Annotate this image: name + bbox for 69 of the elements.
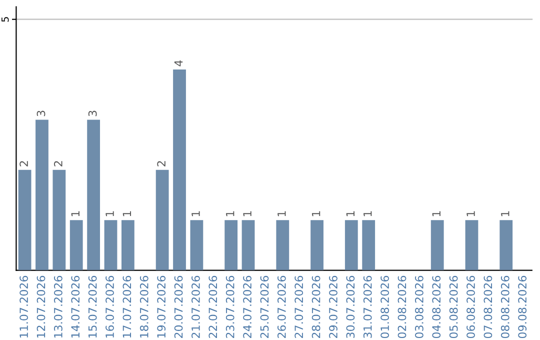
- x-tick-label: 23.07.2026: [226, 276, 234, 338]
- data-label: 1: [312, 211, 320, 216]
- x-tick-label: 14.07.2026: [71, 276, 80, 338]
- bar: [344, 220, 358, 270]
- data-label: 1: [71, 211, 80, 216]
- bar: [104, 220, 118, 270]
- x-tick-label: 07.08.2026: [484, 276, 492, 338]
- x-tick-label: 26.07.2026: [277, 276, 286, 338]
- data-label: 2: [54, 161, 62, 166]
- data-label: 2: [20, 161, 28, 166]
- x-tick-label: 27.07.2026: [294, 276, 304, 338]
- data-label: 2: [157, 161, 166, 166]
- x-tick-label: 04.08.2026: [432, 276, 441, 338]
- bar: [500, 220, 513, 270]
- x-tick-label: 31.07.2026: [363, 276, 372, 338]
- data-label: 3: [88, 110, 97, 116]
- x-tick-label: 12.07.2026: [36, 276, 46, 338]
- bar: [310, 220, 324, 270]
- bar: [70, 220, 83, 270]
- data-label: 1: [226, 211, 234, 216]
- x-tick-label: 06.08.2026: [466, 276, 475, 338]
- bar: [36, 120, 48, 270]
- x-tick-label: 21.07.2026: [192, 276, 200, 338]
- bar: [52, 170, 66, 270]
- bar: [242, 220, 255, 270]
- bar: [430, 220, 444, 270]
- x-tick-label: 19.07.2026: [157, 276, 166, 338]
- data-label: 1: [278, 211, 286, 216]
- x-tick-label: 29.07.2026: [329, 276, 338, 338]
- data-label: 4: [174, 60, 183, 66]
- data-label: 1: [346, 211, 354, 216]
- bar: [190, 220, 204, 270]
- bar: [156, 170, 169, 270]
- data-label: 1: [192, 211, 200, 216]
- bar: [173, 70, 186, 270]
- data-label: 3: [36, 110, 46, 116]
- x-tick-label: 17.07.2026: [122, 276, 132, 338]
- data-label: 1: [122, 211, 131, 216]
- data-label: 1: [364, 211, 372, 216]
- x-tick-label: 28.07.2026: [312, 276, 320, 338]
- bar: [224, 220, 238, 270]
- x-tick-label: 08.08.2026: [500, 276, 510, 338]
- x-tick-label: 30.07.2026: [346, 276, 355, 338]
- bar: [87, 120, 100, 270]
- x-tick-label: 18.07.2026: [140, 276, 148, 338]
- data-label: 1: [501, 211, 510, 216]
- bar: [18, 170, 32, 270]
- x-tick-label: 20.07.2026: [174, 276, 183, 338]
- x-tick-label: 24.07.2026: [243, 276, 252, 338]
- bar: [362, 220, 376, 270]
- x-tick-label: 01.08.2026: [380, 276, 390, 338]
- data-label: 1: [432, 211, 440, 216]
- x-tick-label: 22.07.2026: [208, 276, 218, 338]
- data-label: 1: [243, 211, 252, 216]
- x-tick-label: 02.08.2026: [398, 276, 406, 338]
- bar: [121, 220, 134, 270]
- data-label: 1: [106, 211, 114, 216]
- x-tick-label: 05.08.2026: [449, 276, 458, 338]
- bar: [465, 220, 478, 270]
- x-tick-label: 09.08.2026: [518, 276, 527, 338]
- x-tick-label: 15.07.2026: [88, 276, 97, 338]
- y-tick-label: 5: [2, 17, 9, 22]
- x-tick-label: 11.07.2026: [20, 276, 28, 338]
- x-tick-label: 25.07.2026: [260, 276, 269, 338]
- data-label: 1: [466, 211, 475, 216]
- x-tick-label: 13.07.2026: [54, 276, 62, 338]
- bar: [276, 220, 290, 270]
- x-tick-label: 16.07.2026: [106, 276, 114, 338]
- x-tick-label: 03.08.2026: [414, 276, 424, 338]
